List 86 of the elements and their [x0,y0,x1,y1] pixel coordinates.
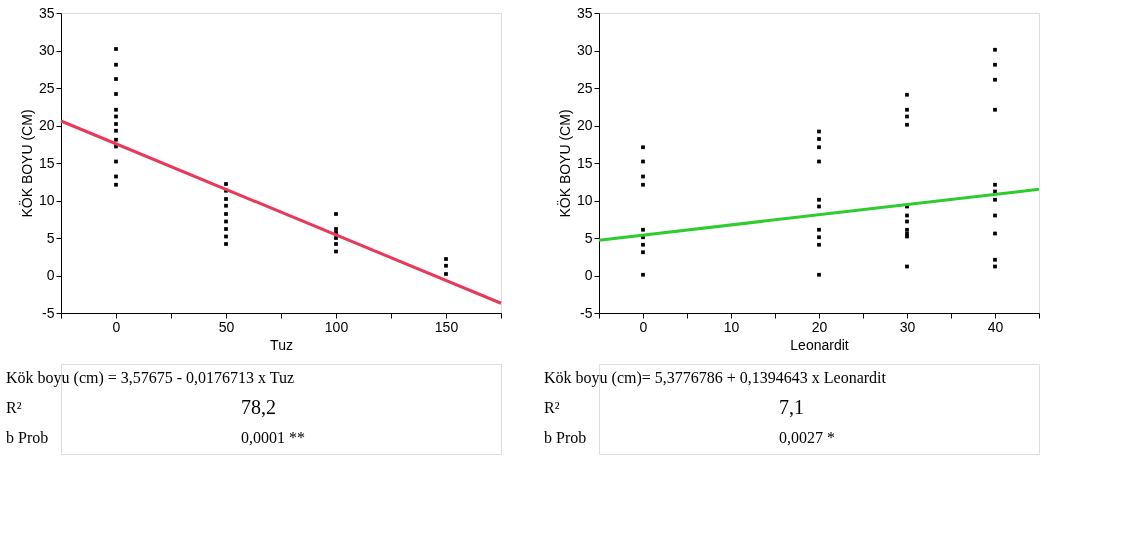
point [993,62,997,67]
text: 7,1 [779,396,804,418]
text: b Prob [6,429,49,446]
point [224,182,228,186]
point [641,145,645,150]
text: Kök boyu (cm)= 5,3776786 + 0,1394643 x Leonardit [544,369,887,387]
point [114,62,118,67]
x-axis-title: Tuz [270,336,293,353]
point [114,47,118,51]
y-tick-label: 0 [584,267,593,283]
point [114,128,118,133]
text: 0,0027 * [779,429,835,446]
text: R² [544,399,560,416]
y-tick-label: 10 [576,192,593,208]
point [817,197,821,202]
y-tick-label: 25 [576,79,593,96]
point [817,235,821,240]
point [993,47,997,52]
text: R² [6,399,22,416]
y-tick-label: 25 [38,79,55,96]
x-tick-label: 20 [811,318,828,335]
y-tick-label: 5 [46,229,55,246]
point [114,107,118,112]
text: 78,2 [241,396,276,418]
y-tick-label: -5 [580,304,593,321]
point [817,137,821,141]
x-axis-title: Leonardit [790,336,849,353]
point [817,227,821,232]
x-tick-label: 0 [112,318,121,335]
y-tick-label: 30 [38,42,55,58]
point [993,182,997,187]
point [334,212,338,216]
point [905,122,909,127]
point [224,227,228,231]
point [641,250,645,255]
y-axis-title: KÖK BOYU (CM) [17,109,35,218]
y-tick-label: 15 [576,154,593,171]
y-axis-title: KÖK BOYU (CM) [555,109,573,218]
y-tick-label: 30 [576,42,593,58]
point [114,122,118,126]
point [444,263,448,268]
point [641,272,645,277]
point [114,182,118,187]
point [641,242,645,247]
point [905,92,909,97]
y-tick-label: 15 [38,154,55,171]
point [641,227,645,232]
x-tick-label: 0 [639,318,648,335]
point [444,257,448,261]
x-tick-label: 10 [723,318,740,335]
point [114,137,118,142]
point [905,227,909,232]
point [444,272,448,276]
y-tick-label: 0 [46,267,55,283]
y-tick-label: 20 [38,117,55,133]
y-tick-label: 35 [576,4,593,21]
y-tick-label: 35 [38,4,55,21]
point [224,212,228,216]
x-tick-label: 100 [324,318,349,335]
point [817,145,821,150]
point [224,203,228,208]
point [905,107,909,112]
point [641,182,645,187]
point [993,107,997,112]
y-tick-label: -5 [42,304,55,321]
x-tick-label: 150 [434,318,459,335]
text: b Prob [544,429,587,446]
x-tick-label: 40 [987,318,1004,335]
point [993,77,997,82]
point [817,242,821,247]
point [224,197,228,201]
text: 0,0001 ** [241,429,305,446]
point [817,272,821,277]
text: Kök boyu (cm) = 3,57675 - 0,0176713 x Tuz [6,369,295,387]
point [993,197,997,202]
x-tick-label: 50 [218,318,235,335]
y-tick-label: 5 [584,229,593,246]
y-tick-label: 20 [576,117,593,133]
point [334,242,338,246]
x-tick-label: 30 [899,318,916,335]
point [224,242,228,246]
y-tick-label: 10 [38,192,55,208]
point [114,92,118,96]
point [114,77,118,81]
point [334,227,338,231]
point [993,257,997,262]
